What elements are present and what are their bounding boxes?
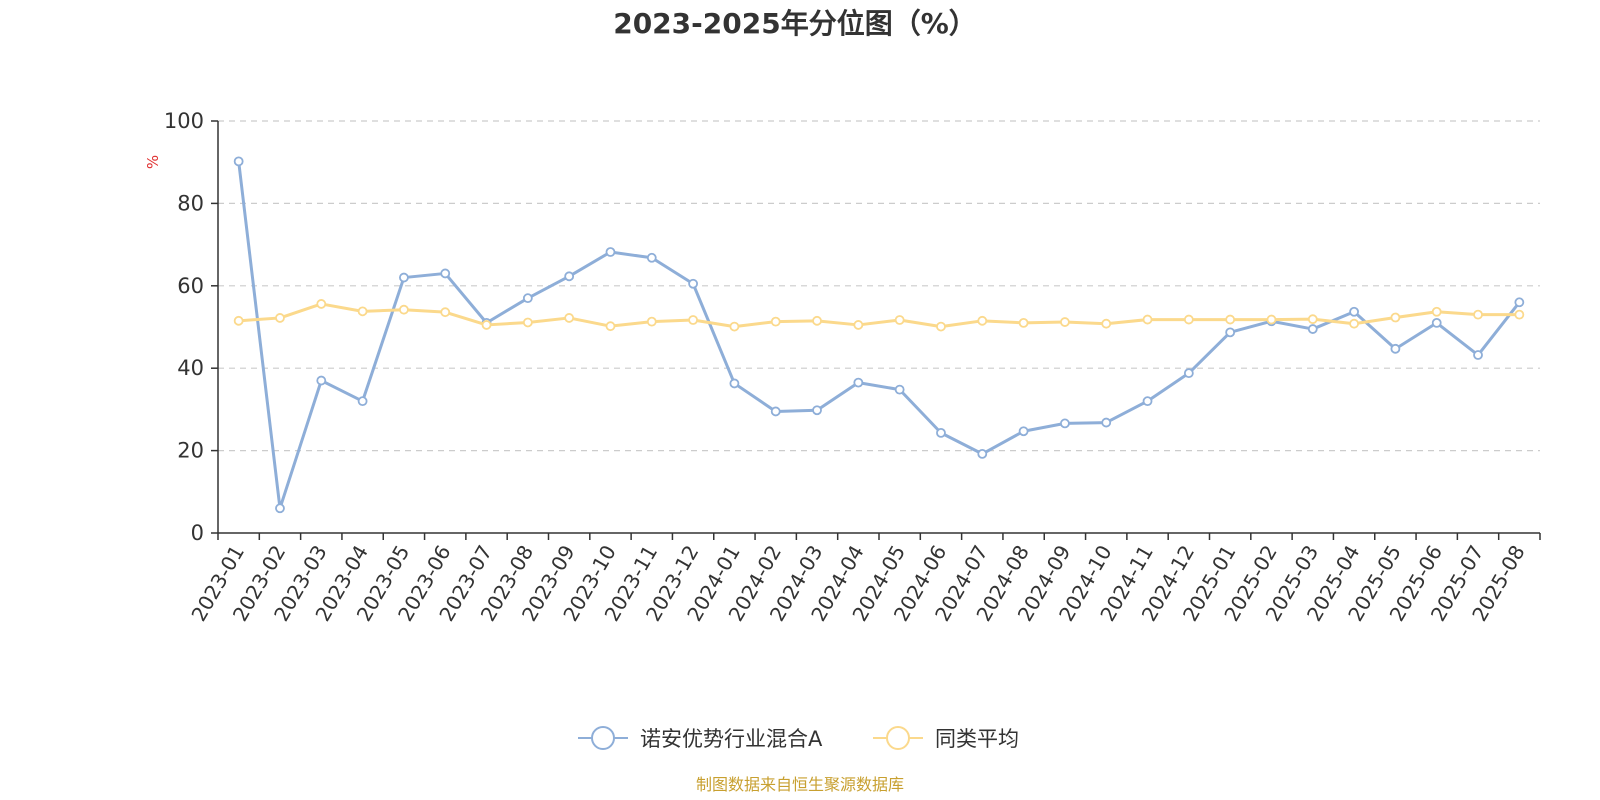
data-point[interactable] — [729, 378, 740, 389]
data-point[interactable] — [853, 377, 864, 388]
data-point[interactable] — [564, 271, 575, 282]
data-point[interactable] — [1514, 309, 1525, 320]
legend-marker — [886, 726, 910, 750]
data-point[interactable] — [1349, 306, 1359, 317]
legend-item[interactable]: 诺安优势行业混合A — [578, 726, 823, 751]
legend-item[interactable]: 同类平均 — [873, 726, 1019, 751]
data-point[interactable] — [1431, 317, 1442, 328]
data-point[interactable] — [605, 321, 616, 332]
data-point[interactable] — [1473, 309, 1483, 320]
data-point[interactable] — [1183, 368, 1194, 379]
data-point[interactable] — [605, 247, 616, 257]
data-point[interactable] — [1018, 426, 1029, 437]
y-tick-label: 20 — [177, 439, 204, 463]
x-tick-labels: 2023-012023-022023-032023-042023-052023-… — [186, 541, 1529, 625]
data-point[interactable] — [1183, 314, 1194, 325]
legend-marker — [591, 726, 615, 750]
y-tick-label: 80 — [177, 191, 204, 215]
data-point[interactable] — [688, 278, 698, 289]
data-point[interactable] — [233, 315, 244, 326]
data-point[interactable] — [233, 156, 244, 167]
data-point[interactable] — [275, 313, 285, 323]
data-point[interactable] — [1142, 314, 1153, 325]
data-point[interactable] — [1390, 312, 1401, 323]
data-point[interactable] — [1349, 318, 1359, 329]
data-point[interactable] — [316, 299, 327, 309]
data-point[interactable] — [853, 320, 864, 330]
data-point[interactable] — [1514, 297, 1525, 308]
data-point[interactable] — [812, 405, 822, 416]
axes — [217, 121, 1541, 540]
data-point[interactable] — [399, 272, 409, 283]
data-point[interactable] — [1266, 314, 1277, 325]
data-point[interactable] — [1060, 317, 1070, 327]
data-point[interactable] — [729, 321, 740, 332]
data-point[interactable] — [770, 406, 781, 417]
data-point[interactable] — [357, 396, 368, 407]
data-point[interactable] — [275, 503, 285, 514]
legend-label: 诺安优势行业混合A — [640, 727, 823, 751]
y-tick-label: 100 — [164, 109, 204, 133]
data-point[interactable] — [1307, 324, 1318, 334]
data-point[interactable] — [646, 252, 657, 263]
legend-label: 同类平均 — [935, 727, 1019, 751]
series-0 — [233, 156, 1525, 514]
y-tick-label: 40 — [177, 356, 204, 380]
y-tick-labels: 0 20 40 60 80 100 — [164, 109, 204, 545]
data-point[interactable] — [1225, 327, 1236, 338]
series-lines — [233, 156, 1525, 514]
data-point[interactable] — [1142, 396, 1153, 407]
data-point[interactable] — [646, 316, 657, 327]
data-point[interactable] — [688, 315, 698, 325]
data-point[interactable] — [977, 315, 988, 326]
data-point[interactable] — [357, 306, 368, 317]
y-axis-unit: % — [144, 155, 162, 169]
series-1 — [233, 299, 1525, 332]
data-point[interactable] — [522, 293, 533, 304]
y-tick-label: 60 — [177, 274, 204, 298]
legend[interactable]: 诺安优势行业混合A 同类平均 — [578, 726, 1019, 751]
chart-title: 2023-2025年分位图（%） — [613, 7, 977, 40]
data-point[interactable] — [1307, 314, 1318, 325]
data-point[interactable] — [399, 304, 409, 315]
data-point[interactable] — [1390, 343, 1401, 354]
data-point[interactable] — [481, 320, 492, 330]
data-point[interactable] — [564, 313, 575, 323]
data-point[interactable] — [1225, 314, 1236, 325]
data-point[interactable] — [1431, 306, 1442, 317]
data-point[interactable] — [894, 384, 905, 395]
data-point[interactable] — [1018, 317, 1029, 328]
data-point[interactable] — [1060, 418, 1070, 429]
source-note: 制图数据来自恒生聚源数据库 — [696, 775, 904, 794]
data-point[interactable] — [1473, 350, 1483, 360]
data-point[interactable] — [316, 375, 327, 386]
data-point[interactable] — [936, 427, 946, 438]
data-point[interactable] — [1101, 417, 1112, 428]
data-point[interactable] — [812, 315, 822, 326]
data-point[interactable] — [440, 268, 451, 279]
data-point[interactable] — [522, 317, 533, 328]
data-point[interactable] — [894, 315, 905, 325]
grid-lines — [211, 120, 1540, 534]
data-point[interactable] — [770, 316, 781, 327]
series-line — [237, 161, 1521, 510]
data-point[interactable] — [936, 321, 946, 332]
y-tick-label: 0 — [191, 521, 204, 545]
data-point[interactable] — [440, 307, 451, 318]
data-point[interactable] — [977, 448, 988, 459]
data-point[interactable] — [1101, 318, 1112, 329]
series-line — [238, 302, 1520, 329]
